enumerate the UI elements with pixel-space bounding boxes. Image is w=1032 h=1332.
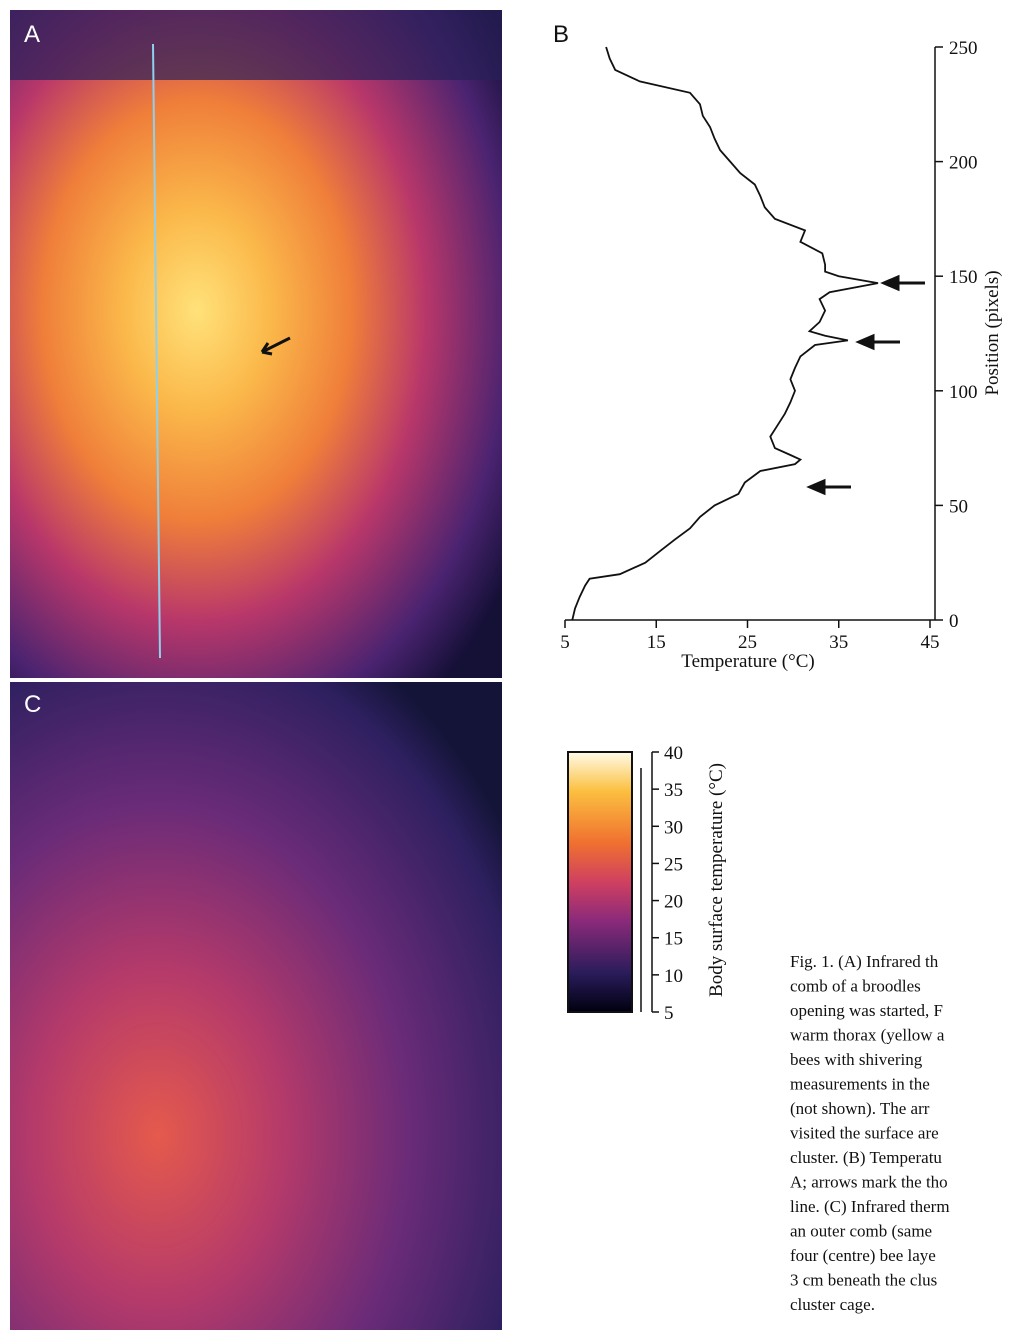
caption-line: warm thorax (yellow a [790,1026,945,1045]
caption-line: cluster cage. [790,1295,875,1314]
colorbar-tick-label: 40 [664,743,683,764]
caption-line: line. (C) Infrared therm [790,1197,950,1216]
y-tick-label: 0 [949,611,959,632]
x-axis-label: Temperature (°C) [681,651,814,672]
x-tick-label: 15 [647,632,666,653]
thermogram-a [10,10,502,678]
arrow [260,336,291,356]
caption-line: bees with shivering [790,1050,923,1069]
y-tick-label: 50 [949,496,968,517]
colorbar [567,751,633,1013]
panel-label: B [553,21,569,48]
caption-line: four (centre) bee laye [790,1246,936,1265]
caption-line: (not shown). The arr [790,1099,930,1118]
x-tick-label: 5 [560,632,570,653]
y-tick-label: 150 [949,267,978,288]
caption-line: opening was started, F [790,1001,943,1020]
colorbar-label: Body surface temperature (°C) [706,763,727,997]
panel-label: C [24,691,41,718]
caption-line: cluster. (B) Temperatu [790,1148,942,1167]
caption-line: 3 cm beneath the clus [790,1271,937,1290]
colorbar-tick-label: 10 [664,966,683,987]
caption-line: comb of a broodles [790,977,921,996]
image-shade [10,10,502,80]
caption-line: visited the surface are [790,1124,939,1143]
caption-line: Fig. 1. (A) Infrared th [790,952,939,971]
colorbar-tick-label: 35 [664,780,683,801]
colorbar-tick-label: 5 [664,1003,674,1024]
thermogram-c [10,682,502,1330]
y-tick-label: 100 [949,382,978,403]
colorbar-tick-label: 15 [664,929,683,950]
colorbar-tick-label: 30 [664,817,683,838]
colorbar-tick-label: 20 [664,892,683,913]
caption-line: A; arrows mark the tho [790,1173,948,1192]
y-tick-label: 200 [949,153,978,174]
arrows [806,274,925,496]
caption-line: measurements in the [790,1075,930,1094]
panel-label: A [24,21,40,48]
y-axis-label: Position (pixels) [982,270,1003,395]
profile-line [152,43,161,659]
x-tick-label: 45 [921,632,940,653]
profile-line [571,46,879,621]
x-tick-label: 35 [829,632,848,653]
colorbar-tick-label: 25 [664,854,683,875]
x-tick-label: 25 [738,632,757,653]
y-tick-label: 250 [949,38,978,59]
caption-line: an outer comb (same [790,1222,932,1241]
